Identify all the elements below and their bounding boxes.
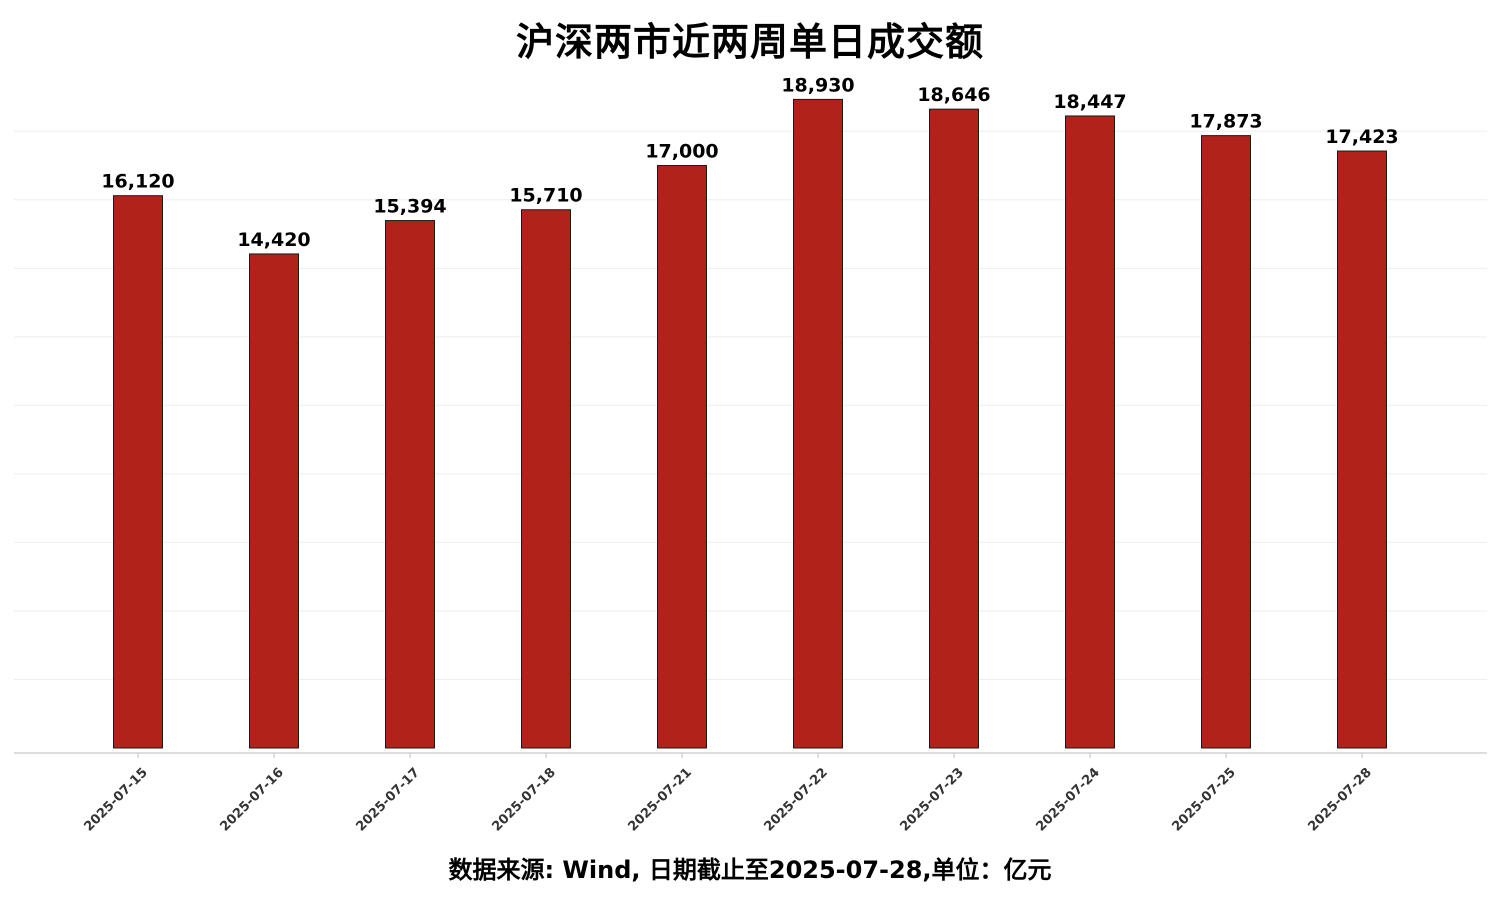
bar-value-labels: 16,120 14,420 15,394 15,710 17,000 18,930 18,6… — [101, 74, 1398, 251]
bar-value-label: 17,000 — [645, 141, 718, 163]
x-tick-label: 2025-07-22 — [761, 765, 830, 834]
bar — [249, 253, 299, 749]
x-axis: 2025-07-15 2025-07-16 2025-07-17 2025-07-18… — [14, 752, 1487, 835]
bar — [1065, 115, 1115, 749]
bar — [929, 108, 979, 749]
bar-value-label: 18,447 — [1053, 91, 1126, 113]
gridlines — [14, 130, 1487, 680]
x-tick-label: 2025-07-21 — [625, 765, 694, 834]
bar-value-label: 15,710 — [509, 185, 582, 207]
bar-value-label: 17,873 — [1189, 111, 1262, 133]
bars — [113, 98, 1387, 749]
bar-value-label: 17,423 — [1325, 126, 1398, 148]
bar — [385, 220, 435, 749]
chart-title: 沪深两市近两周单日成交额 — [515, 20, 984, 64]
x-tick-label: 2025-07-25 — [1169, 765, 1238, 834]
bar — [521, 209, 571, 749]
bar-value-label: 15,394 — [373, 196, 446, 218]
bar-value-label: 18,930 — [781, 74, 854, 96]
x-tick-label: 2025-07-15 — [81, 765, 150, 834]
bar-value-label: 16,120 — [101, 171, 174, 193]
bar — [657, 165, 707, 749]
bar — [1337, 150, 1387, 749]
bar — [113, 195, 163, 749]
bar-value-label: 14,420 — [237, 229, 310, 251]
x-tick-label: 2025-07-18 — [489, 765, 558, 834]
x-tick-label: 2025-07-23 — [897, 765, 966, 834]
bar — [793, 98, 843, 749]
bar — [1201, 135, 1251, 749]
x-tick-label: 2025-07-17 — [353, 765, 422, 834]
x-tick-label: 2025-07-16 — [217, 765, 286, 834]
bar-value-label: 18,646 — [917, 84, 990, 106]
x-tick-label: 2025-07-28 — [1305, 765, 1374, 834]
x-tick-label: 2025-07-24 — [1033, 765, 1102, 834]
source-note: 数据来源: Wind, 日期截止至2025-07-28,单位：亿元 — [448, 856, 1052, 884]
